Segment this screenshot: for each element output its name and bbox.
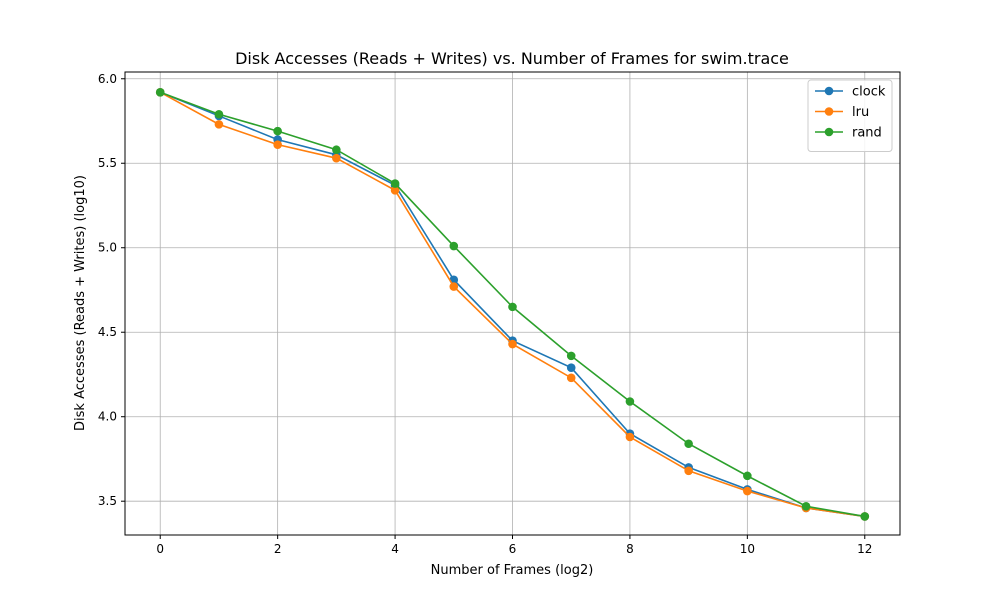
- x-tick-label: 2: [274, 542, 282, 556]
- grid: [125, 72, 900, 535]
- data-point-rand: [273, 126, 282, 136]
- legend-marker: [824, 107, 834, 116]
- legend-item-lru: lru: [815, 105, 869, 120]
- data-point-rand: [332, 145, 341, 155]
- data-point-rand: [860, 512, 870, 521]
- chart-title: Disk Accesses (Reads + Writes) vs. Numbe…: [235, 49, 789, 68]
- y-axis-label: Disk Accesses (Reads + Writes) (log10): [73, 175, 88, 431]
- x-tick-label: 10: [740, 542, 755, 556]
- data-point-rand: [390, 179, 400, 188]
- data-point-lru: [273, 140, 282, 149]
- ticks: 0 2 4 6 8 10 12 3.5 4.0 4.5 5.0 5.5 6.0: [98, 72, 873, 556]
- legend-marker: [824, 127, 834, 137]
- x-tick-label: 6: [509, 542, 517, 556]
- data-point-lru: [684, 466, 693, 476]
- legend-item-rand: rand: [815, 126, 882, 141]
- data-point-lru: [214, 120, 224, 129]
- data-point-rand: [214, 109, 224, 119]
- data-point-clock: [566, 363, 576, 373]
- x-tick-label: 0: [156, 542, 164, 556]
- data-point-rand: [625, 397, 635, 406]
- y-tick-label: 4.5: [98, 325, 117, 339]
- data-point-lru: [332, 153, 341, 163]
- data-point-rand: [566, 351, 576, 361]
- data-point-rand: [155, 87, 165, 97]
- x-tick-label: 8: [626, 542, 634, 556]
- series-rand: [155, 87, 870, 521]
- legend-marker: [824, 86, 834, 96]
- y-tick-label: 6.0: [98, 72, 117, 86]
- data-point-lru: [566, 373, 576, 383]
- data-point-lru: [390, 185, 400, 195]
- data-point-rand: [449, 241, 459, 251]
- data-point-lru: [508, 339, 517, 349]
- y-tick-label: 5.5: [98, 156, 117, 170]
- data-point-lru: [625, 432, 635, 442]
- y-tick-label: 5.0: [98, 241, 117, 255]
- data-point-rand: [684, 439, 693, 449]
- legend-label: rand: [852, 126, 882, 141]
- series-layer: [155, 87, 870, 521]
- y-tick-label: 3.5: [98, 494, 117, 508]
- legend: clock lru rand: [807, 79, 893, 152]
- x-tick-label: 12: [857, 542, 872, 556]
- x-axis-label: Number of Frames (log2): [431, 563, 594, 578]
- x-tick-label: 4: [391, 542, 399, 556]
- data-point-rand: [801, 501, 811, 511]
- legend-item-clock: clock: [815, 85, 886, 100]
- data-point-rand: [743, 471, 752, 481]
- legend-label: lru: [852, 105, 869, 120]
- y-tick-label: 4.0: [98, 410, 117, 424]
- legend-label: clock: [852, 85, 886, 100]
- data-point-lru: [743, 486, 752, 496]
- data-point-rand: [508, 302, 517, 312]
- data-point-lru: [449, 282, 459, 291]
